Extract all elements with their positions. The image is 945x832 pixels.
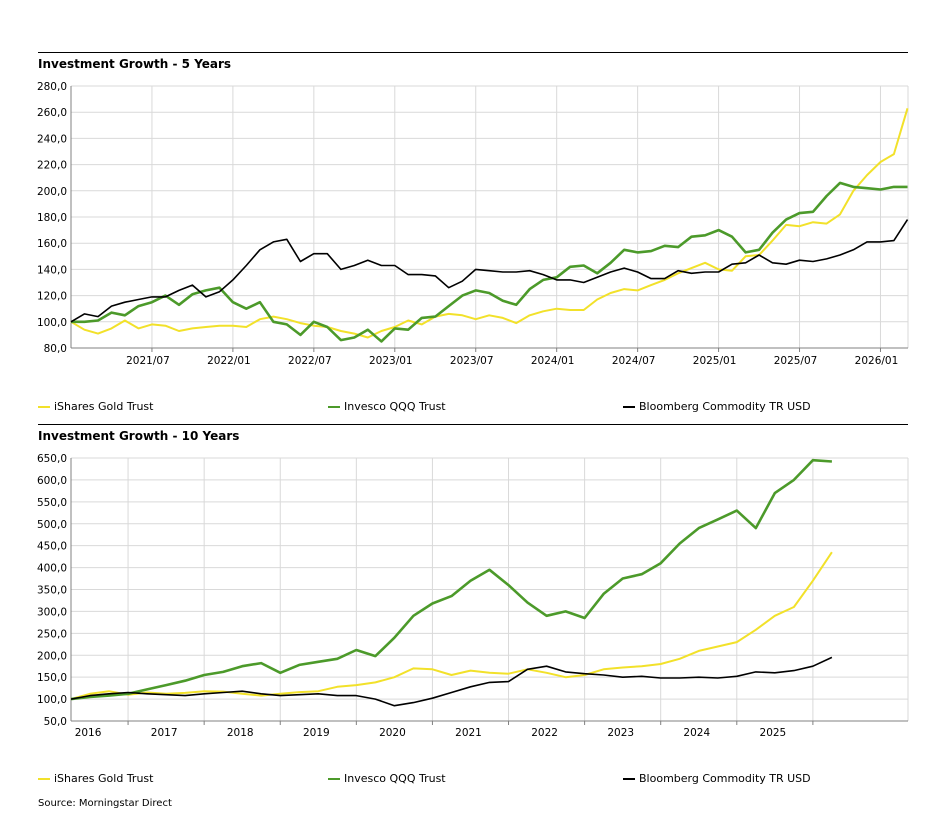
y-tick-label: 100,0 bbox=[37, 317, 67, 329]
x-tick-label: 2020 bbox=[379, 727, 406, 739]
y-tick-label: 600,0 bbox=[37, 475, 67, 487]
legend-item: Bloomberg Commodity TR USD bbox=[623, 400, 811, 413]
x-tick-label: 2025/01 bbox=[693, 355, 737, 367]
series-line-ishares-gold-trust bbox=[70, 108, 909, 339]
y-tick-label: 400,0 bbox=[37, 563, 67, 575]
legend-item: iShares Gold Trust bbox=[38, 772, 153, 785]
legend-10-years: iShares Gold Trust Invesco QQQ Trust Bloom… bbox=[38, 772, 908, 786]
x-tick-label: 2023 bbox=[607, 727, 634, 739]
series-line-bloomberg-commodity-tr-usd bbox=[70, 219, 909, 323]
x-tick-label: 2018 bbox=[227, 727, 254, 739]
x-tick-label: 2016 bbox=[75, 727, 102, 739]
series-line-invesco-qqq-trust bbox=[71, 181, 908, 343]
y-tick-label: 650,0 bbox=[37, 453, 67, 465]
y-tick-label: 500,0 bbox=[37, 519, 67, 531]
series-line-bloomberg-commodity-tr-usd bbox=[70, 656, 833, 707]
y-tick-label: 220,0 bbox=[37, 160, 67, 172]
x-tick-label: 2024/01 bbox=[531, 355, 575, 367]
legend-label: Bloomberg Commodity TR USD bbox=[639, 400, 811, 413]
y-tick-label: 260,0 bbox=[37, 107, 67, 119]
y-tick-label: 550,0 bbox=[37, 497, 67, 509]
chart-5-years: 80,0 100,0 120,0 140,0 160,0 180,0 200,0 220,0 2… bbox=[37, 81, 909, 367]
y-tick-label: 300,0 bbox=[37, 606, 67, 618]
legend-swatch bbox=[38, 405, 50, 408]
chart-10-years: 50,0 100,0 150,0 200,0 250,0 300,0 350,0 400,0 4… bbox=[37, 453, 909, 739]
y-tick-label: 180,0 bbox=[37, 212, 67, 224]
x-tick-label: 2021 bbox=[455, 727, 482, 739]
legend-swatch bbox=[623, 405, 635, 408]
legend-label: Invesco QQQ Trust bbox=[344, 772, 446, 785]
y-tick-label: 140,0 bbox=[37, 264, 67, 276]
legend-swatch bbox=[328, 405, 340, 408]
y-tick-label: 150,0 bbox=[37, 672, 67, 684]
source-note: Source: Morningstar Direct bbox=[38, 798, 172, 809]
x-tick-label: 2025/07 bbox=[774, 355, 818, 367]
series-line-invesco-qqq-trust bbox=[70, 458, 832, 701]
series-line-ishares-gold-trust bbox=[70, 551, 833, 701]
x-tick-label: 2023/01 bbox=[369, 355, 413, 367]
y-tick-label: 280,0 bbox=[37, 81, 67, 93]
x-tick-label: 2022 bbox=[531, 727, 558, 739]
x-tick-label: 2023/07 bbox=[450, 355, 494, 367]
legend-label: Bloomberg Commodity TR USD bbox=[639, 772, 811, 785]
y-tick-label: 80,0 bbox=[44, 343, 67, 355]
x-tick-label: 2024 bbox=[683, 727, 710, 739]
legend-item: iShares Gold Trust bbox=[38, 400, 153, 413]
y-tick-label: 200,0 bbox=[37, 650, 67, 662]
x-tick-label: 2024/07 bbox=[612, 355, 656, 367]
y-tick-label: 100,0 bbox=[37, 694, 67, 706]
x-tick-label: 2017 bbox=[151, 727, 178, 739]
x-tick-label: 2019 bbox=[303, 727, 330, 739]
legend-label: iShares Gold Trust bbox=[54, 772, 154, 785]
legend-item: Invesco QQQ Trust bbox=[328, 772, 446, 785]
x-tick-label: 2022/07 bbox=[288, 355, 332, 367]
x-tick-label: 2025 bbox=[760, 727, 787, 739]
y-tick-label: 160,0 bbox=[37, 238, 67, 250]
chart-title-5y: Investment Growth - 5 Years bbox=[38, 57, 232, 71]
x-tick-label: 2022/01 bbox=[207, 355, 251, 367]
y-tick-label: 350,0 bbox=[37, 585, 67, 597]
y-tick-label: 200,0 bbox=[37, 186, 67, 198]
top-rule bbox=[38, 52, 908, 53]
middle-rule bbox=[38, 424, 908, 425]
legend-swatch bbox=[623, 777, 635, 780]
y-tick-label: 250,0 bbox=[37, 628, 67, 640]
legend-label: Invesco QQQ Trust bbox=[344, 400, 446, 413]
chart-title-10y: Investment Growth - 10 Years bbox=[38, 429, 240, 443]
legend-label: iShares Gold Trust bbox=[54, 400, 154, 413]
y-tick-label: 120,0 bbox=[37, 291, 67, 303]
legend-swatch bbox=[38, 777, 50, 780]
x-tick-label: 2021/07 bbox=[126, 355, 170, 367]
legend-5-years: iShares Gold Trust Invesco QQQ Trust Bloom… bbox=[38, 400, 908, 414]
x-tick-label: 2026/01 bbox=[855, 355, 899, 367]
y-tick-label: 240,0 bbox=[37, 133, 67, 145]
legend-item: Invesco QQQ Trust bbox=[328, 400, 446, 413]
legend-item: Bloomberg Commodity TR USD bbox=[623, 772, 811, 785]
y-tick-label: 50,0 bbox=[44, 716, 67, 728]
legend-swatch bbox=[328, 777, 340, 780]
y-tick-label: 450,0 bbox=[37, 541, 67, 553]
